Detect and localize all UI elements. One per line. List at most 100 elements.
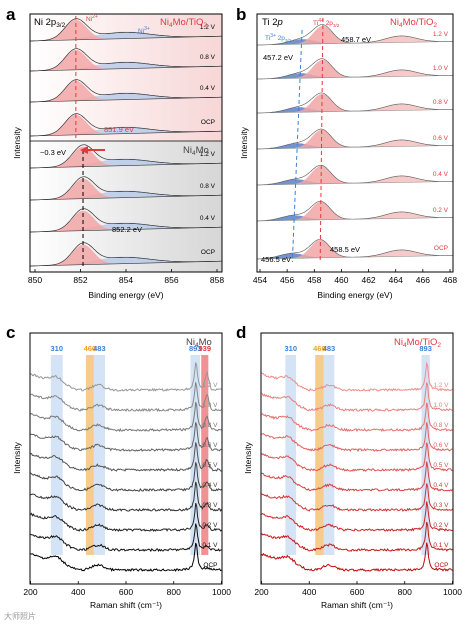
panel-b-ti-2p12-peak-4 [257,175,453,185]
panel-d-trace-2 [261,402,453,433]
panel-c-band-0 [50,355,63,555]
panel-c-label-6: 0.3 V [202,502,218,509]
panel-b-label-0: 1.2 V [433,31,449,38]
panel-a-top-label-3: OCP [201,119,215,126]
panel-a-sample-label: Ni4Mo/TiO2 [160,17,207,29]
panel-c-label-7: 0.2 V [202,522,218,529]
panel-c-trace-3 [30,422,222,452]
panel-c-trace-0 [30,362,222,392]
panel-a-sample-label2: Ni4Mo [183,145,209,157]
panel-c-xlabel: Raman shift (cm⁻¹) [90,600,162,610]
panel-a-top-label-1: 0.8 V [200,54,216,61]
panel-d-band-2 [323,355,335,555]
panel-b-label-4: 0.4 V [433,171,449,178]
panel-c-x-tick-label-2: 600 [119,587,133,597]
panel-a-top-baseline-2 [30,96,222,103]
panel-c-band-label-0: 310 [51,344,64,353]
panel-d-label-1: 1.0 V [433,402,449,409]
panel-b-ann-4: 458.5 eV [330,245,360,254]
panel-b-ylabel: Intensity [239,126,249,158]
panel-a-x-tick-label-4: 858 [210,275,224,285]
panel-c-x-tick-label-3: 800 [167,587,181,597]
panel-c-band-2 [93,355,105,555]
panel-a-top-ni2-peak-0 [30,19,222,41]
panel-b-x-tick-label-7: 468 [443,275,457,285]
panel-b-ref-line-ti3 [291,29,303,263]
panel-d-band-label-3: 893 [419,344,432,353]
panel-b-baseline-2 [257,109,453,114]
panel-b-frame [256,13,454,273]
panel-b-baseline-0 [257,41,453,46]
panel-a-bottom-label-0: 1.2 V [200,151,216,158]
panel-b-baseline-5 [257,217,453,222]
panel-d-x-tick-label-2: 600 [350,587,364,597]
panel-a-top-baseline-1 [30,65,222,72]
panel-a-x-tick-label-3: 856 [164,275,178,285]
panel-a-x-tick-label-1: 852 [73,275,87,285]
panel-b-x-tick-label-2: 458 [307,275,321,285]
panel-a-bottom-ni2-peak-2 [30,210,222,232]
panel-d-x-tick-label-1: 400 [302,587,316,597]
panel-b-x-tick-label-6: 466 [416,275,430,285]
panel-b-ti-2p12-peak-5 [257,211,453,221]
panel-c-label-3: 0.6 V [202,442,218,449]
panel-d-label-6: 0.3 V [433,502,449,509]
panel-a-top-baseline-3 [30,130,222,137]
panel-d-band-label-2: 483 [323,344,336,353]
panel-a-top-label-2: 0.4 V [200,85,216,92]
panel-c-letter: c [6,323,15,342]
panel-c-trace-5 [30,462,222,492]
panel-a-bottom-label-1: 0.8 V [200,183,216,190]
panel-d-trace-4 [261,442,453,472]
panel-b-ti-2p12-peak-6 [257,249,453,259]
panel-d-trace-8 [261,521,453,552]
panel-c-trace-9 [30,542,222,572]
panel-d-label-0: 1.2 V [433,382,449,389]
panel-b-baseline-1 [257,75,453,80]
panel-a-top-ni2-peak-1 [30,49,222,71]
panel-b-ti4-peak-5 [257,201,453,221]
panel-a-bottom-baseline-0 [30,162,222,169]
panel-c-band-label-4: 939 [199,344,212,353]
panel-b-label-2: 0.8 V [433,99,449,106]
panel-a-top-ni2-peak-3 [30,114,222,136]
panel-b-ti4-peak-1 [257,59,453,79]
panel-b-ann-2: 457.2 eV [263,53,293,62]
panel-c-sample-label: Ni4Mo [186,337,212,349]
panel-a-letter: a [6,5,16,24]
panel-d-band-label-1: 460 [313,344,326,353]
panel-b-ann-1: 458.7 eV [341,35,371,44]
panel-b-ti-2p12-peak-3 [257,139,453,149]
panel-b-baseline-4 [257,181,453,186]
panel-b-ann-3: 456.5 eV [261,255,291,264]
panel-b-sample-label: Ni4Mo/TiO2 [390,17,437,29]
panel-d-label-3: 0.6 V [433,442,449,449]
panel-c-band-1 [85,355,94,555]
panel-b-x-tick-label-0: 454 [253,275,267,285]
panel-a-bottom-baseline-3 [30,260,222,267]
panel-c-band-label-1: 460 [84,344,97,353]
panel-c-band-label-3: 893 [189,344,202,353]
panel-b-ti4-peak-6 [257,239,453,259]
panel-b-label-3: 0.6 V [433,135,449,142]
panel-d-trace-6 [261,483,453,513]
panel-b-ti-2p12-peak-1 [257,69,453,79]
panel-c-trace-7 [30,502,222,533]
panel-d-x-tick-label-3: 800 [398,587,412,597]
panel-d-ylabel: Intensity [243,441,253,473]
panel-b-peak-ti4: Ti4+ 2p3/2 [313,18,340,28]
panel-a-ann-bottom: 852.2 eV [112,225,142,234]
panel-d-trace-5 [261,461,453,492]
panel-d-label-8: 0.1 V [433,542,449,549]
panel-b-ti4-peak-0 [257,25,453,45]
panel-b-ti4-peak-2 [257,93,453,113]
panel-c-ylabel: Intensity [12,441,22,473]
panel-d-label-4: 0.5 V [433,462,449,469]
panel-c-trace-8 [30,523,222,553]
panel-b-x-tick-label-1: 456 [280,275,294,285]
panel-b-ti-2p12-peak-2 [257,103,453,113]
panel-a-bottom-ni2-peak-1 [30,178,222,200]
panel-c-trace-4 [30,442,222,472]
panel-b-x-tick-label-4: 462 [361,275,375,285]
panel-c-label-2: 0.8 V [202,422,218,429]
